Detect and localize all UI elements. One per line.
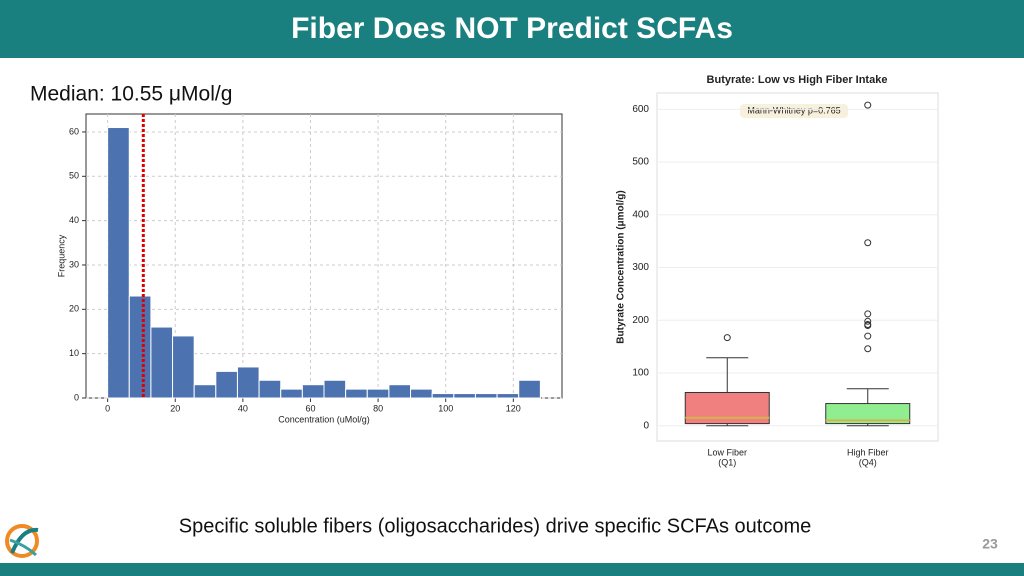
- bar: [150, 326, 174, 399]
- slide-title: Fiber Does NOT Predict SCFAs: [291, 12, 733, 45]
- x-tick-label: 0: [105, 403, 110, 413]
- bar: [236, 366, 260, 399]
- bar: [345, 388, 368, 399]
- y-tick-label: 20: [69, 304, 79, 314]
- bar: [172, 335, 195, 399]
- page-number: 23: [982, 536, 998, 552]
- bar: [410, 388, 433, 399]
- bar: [301, 384, 325, 399]
- annotation-box: [740, 104, 848, 118]
- x-tick-label: (Q4): [859, 457, 877, 467]
- box-plot-frame: [656, 92, 939, 442]
- x-tick-label: (Q1): [718, 457, 736, 467]
- y-tick-label: 40: [69, 215, 79, 225]
- y-tick-label: 10: [69, 348, 79, 358]
- x-axis-label: Concentration (uMol/g): [278, 414, 370, 424]
- x-tick-label: 120: [506, 403, 521, 413]
- box: [684, 391, 770, 425]
- y-axis-label: Butyrate Concentration (μmol/g): [616, 190, 627, 343]
- outlier: [723, 334, 731, 342]
- y-tick-label: 0: [74, 392, 79, 402]
- footer-text: Specific soluble fibers (oligosaccharide…: [179, 515, 812, 537]
- outlier: [864, 101, 872, 109]
- y-tick-label: 300: [632, 262, 649, 273]
- bar: [107, 127, 130, 399]
- x-tick-label: 80: [373, 403, 383, 413]
- bar: [518, 379, 541, 399]
- bar: [193, 384, 217, 399]
- x-tick-label: 60: [305, 403, 315, 413]
- y-tick-label: 600: [632, 104, 649, 115]
- x-tick-label: 100: [438, 403, 453, 413]
- y-tick-label: 0: [643, 420, 649, 431]
- bar: [323, 379, 347, 399]
- bar: [474, 393, 498, 399]
- outlier: [864, 239, 872, 247]
- header-band: [0, 0, 1024, 58]
- outlier: [864, 317, 872, 325]
- bar: [215, 370, 238, 399]
- bar: [388, 384, 412, 399]
- footer-band: [0, 563, 1024, 576]
- bar: [258, 379, 282, 399]
- outlier: [864, 332, 872, 340]
- y-tick-label: 50: [69, 171, 79, 181]
- logo: [5, 524, 39, 558]
- bar: [128, 295, 152, 399]
- x-tick-label: Low Fiber: [707, 447, 747, 457]
- bar: [496, 393, 520, 399]
- y-tick-label: 200: [632, 315, 649, 326]
- y-tick-label: 30: [69, 259, 79, 269]
- x-tick-label: 20: [170, 403, 180, 413]
- annotation: Mann-Whitney p=0.765: [747, 105, 840, 115]
- box-title: Butyrate: Low vs High Fiber Intake: [707, 74, 888, 86]
- median-label: Median: 10.55 μMol/g: [30, 83, 232, 106]
- y-tick-label: 100: [632, 368, 649, 379]
- y-axis-label: Frequency: [56, 234, 66, 277]
- outlier: [864, 345, 872, 353]
- box: [825, 403, 911, 425]
- bar: [431, 393, 455, 399]
- x-tick-label: High Fiber: [847, 447, 889, 457]
- y-tick-label: 500: [632, 157, 649, 168]
- outlier: [864, 310, 872, 318]
- y-tick-label: 400: [632, 209, 649, 220]
- x-tick-label: 40: [238, 403, 248, 413]
- bar: [453, 393, 476, 399]
- y-tick-label: 60: [69, 126, 79, 136]
- bar: [280, 388, 303, 399]
- outlier: [864, 322, 872, 330]
- bar: [366, 388, 390, 399]
